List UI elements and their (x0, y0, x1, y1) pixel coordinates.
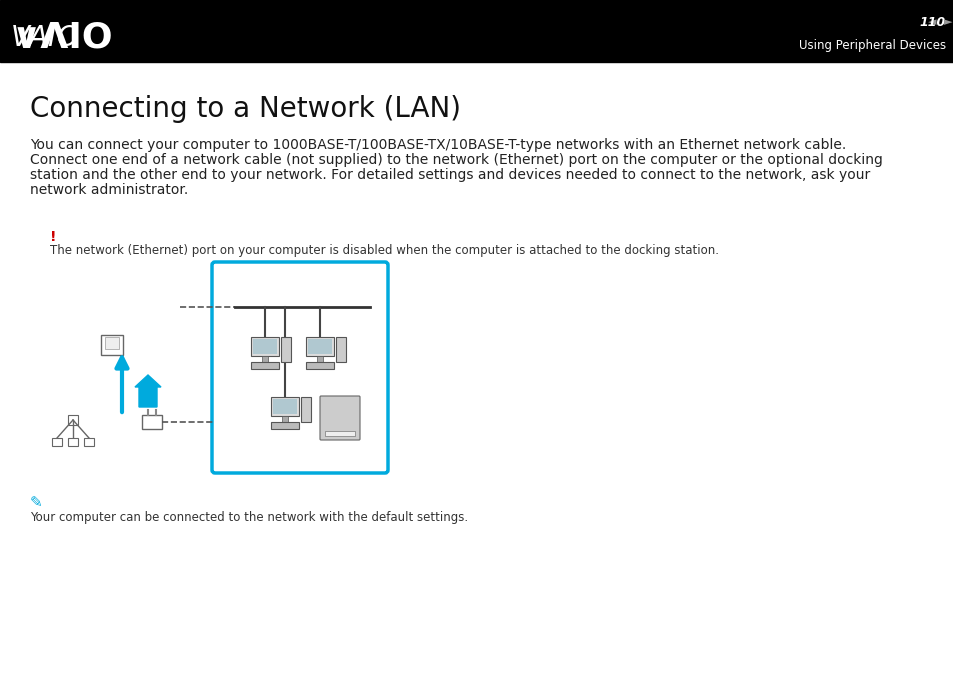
Bar (253, 339, 276, 354)
FancyArrow shape (135, 375, 161, 407)
Bar (306, 337, 334, 356)
FancyBboxPatch shape (319, 396, 359, 440)
Text: Connecting to a Network (LAN): Connecting to a Network (LAN) (30, 95, 460, 123)
Text: Your computer can be connected to the network with the default settings.: Your computer can be connected to the ne… (30, 511, 468, 524)
Bar (316, 356, 323, 362)
Bar (68, 438, 78, 446)
Text: Connect one end of a network cable (not supplied) to the network (Ethernet) port: Connect one end of a network cable (not … (30, 153, 882, 167)
Bar (306, 362, 334, 369)
Bar (271, 397, 298, 416)
FancyBboxPatch shape (212, 262, 388, 473)
Bar (251, 362, 278, 369)
Bar (325, 431, 355, 436)
Text: network administrator.: network administrator. (30, 183, 188, 197)
Bar (142, 415, 162, 429)
Text: ∨ΛΙΟ: ∨ΛΙΟ (12, 21, 113, 55)
Bar (282, 416, 288, 422)
Bar (335, 337, 346, 361)
Text: $\mathbf{\mathit{VAIO}}$: $\mathbf{\mathit{VAIO}}$ (10, 24, 79, 52)
Bar (308, 339, 332, 354)
Bar (262, 356, 268, 362)
Bar (52, 438, 62, 446)
Text: station and the other end to your network. For detailed settings and devices nee: station and the other end to your networ… (30, 168, 869, 182)
Text: VAIO: VAIO (12, 20, 102, 53)
Text: Using Peripheral Devices: Using Peripheral Devices (798, 40, 945, 53)
Text: 110: 110 (919, 16, 945, 28)
Bar (281, 337, 291, 361)
Text: You can connect your computer to 1000BASE-T/100BASE-TX/10BASE-T-type networks wi: You can connect your computer to 1000BAS… (30, 138, 845, 152)
Text: !: ! (50, 230, 56, 244)
Bar (105, 337, 119, 349)
Bar (271, 422, 298, 429)
Bar (301, 397, 311, 421)
Text: The network (Ethernet) port on your computer is disabled when the computer is at: The network (Ethernet) port on your comp… (50, 244, 719, 257)
Bar (251, 337, 278, 356)
Bar (84, 438, 94, 446)
Bar (68, 415, 78, 425)
Bar (0, 0, 953, 62)
Text: ◄: ◄ (926, 17, 935, 27)
Bar (273, 399, 296, 414)
Text: ►: ► (943, 17, 951, 27)
Bar (101, 335, 123, 355)
Text: ✎: ✎ (30, 495, 43, 510)
